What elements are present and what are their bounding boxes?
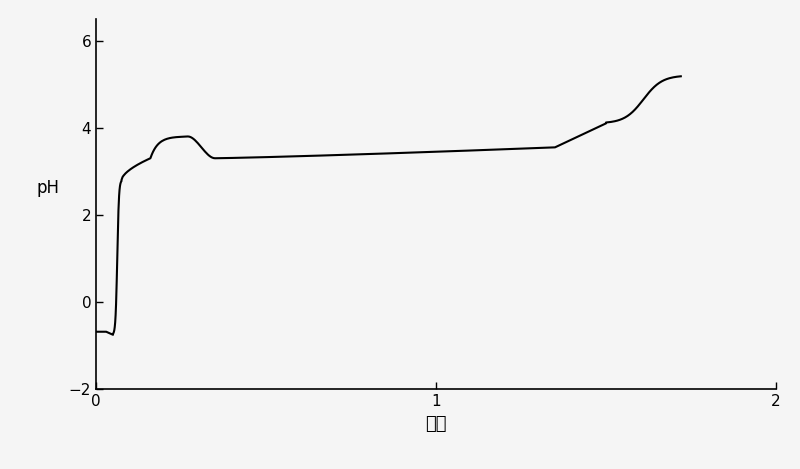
Y-axis label: pH: pH (37, 179, 60, 197)
X-axis label: 时间: 时间 (426, 415, 446, 433)
